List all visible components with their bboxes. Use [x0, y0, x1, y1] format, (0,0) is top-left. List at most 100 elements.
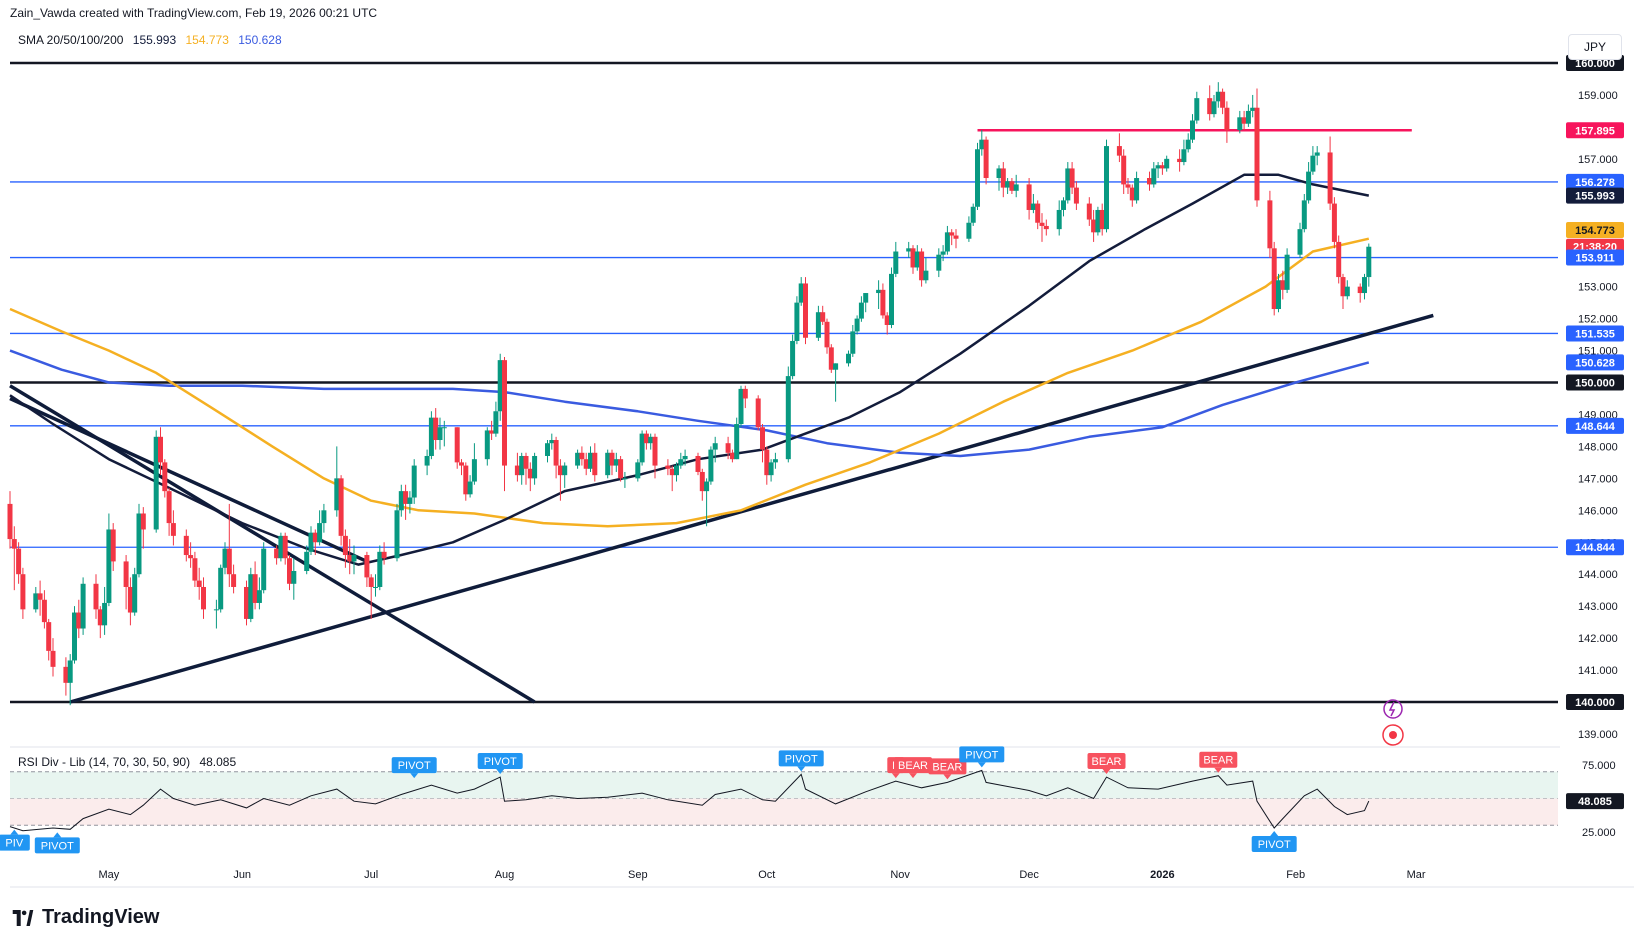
- candle-body: [351, 555, 357, 562]
- candle-body: [1151, 168, 1157, 185]
- candle-body: [803, 283, 808, 338]
- candle-body: [970, 206, 976, 223]
- candle-body: [33, 593, 39, 610]
- candle-155: [940, 245, 946, 262]
- candle-body: [274, 548, 280, 559]
- candle-body: [454, 427, 460, 463]
- candle-body: [1035, 203, 1041, 223]
- sma-legend[interactable]: SMA 20/50/100/200 155.993 154.773 150.62…: [18, 33, 282, 47]
- candle-59: [364, 551, 370, 587]
- candle-body: [1306, 171, 1312, 201]
- candle-9: [63, 657, 69, 696]
- price-tick-11: 143.000: [1578, 601, 1618, 613]
- candle-body: [944, 232, 950, 252]
- price-label-1: 157.895: [1566, 122, 1624, 139]
- candle-157: [949, 229, 955, 246]
- candle-82: [497, 353, 503, 421]
- candle-body: [1030, 203, 1036, 210]
- price-tick-12: 142.000: [1578, 633, 1618, 645]
- candle-body: [411, 465, 417, 498]
- candle-108: [652, 433, 658, 479]
- candle-184: [1116, 133, 1122, 163]
- live-icons[interactable]: [1382, 699, 1404, 746]
- candle-body: [712, 443, 718, 450]
- candle-body: [1245, 110, 1251, 124]
- candle-body: [7, 503, 13, 540]
- price-label-3: 155.993: [1566, 187, 1624, 204]
- candle-123: [742, 385, 748, 409]
- candle-body: [287, 558, 292, 584]
- candle-102: [618, 455, 624, 482]
- trendline-2: [9, 396, 368, 564]
- candle-160: [970, 203, 976, 226]
- rsi-axis-labels: 75.000 25.000 48.085: [1566, 760, 1624, 839]
- candle-body: [669, 468, 675, 476]
- candle-194: [1177, 149, 1183, 172]
- sma-value-1: 155.993: [132, 33, 177, 47]
- candle-body: [1129, 187, 1135, 201]
- candle-body: [858, 302, 864, 319]
- candle-body: [338, 478, 344, 536]
- candle-body: [1241, 117, 1247, 124]
- candle-body: [1254, 107, 1260, 201]
- price-tick-1: 157.000: [1578, 154, 1618, 166]
- candle-body: [226, 548, 232, 575]
- candle-body: [562, 465, 568, 476]
- main-pane[interactable]: 159.000157.000153.000152.000151.000149.0…: [7, 25, 1625, 746]
- candle-136: [824, 318, 830, 354]
- candle-body: [1357, 286, 1363, 294]
- candle-115: [699, 468, 705, 501]
- candle-body: [678, 459, 684, 466]
- candle-body: [127, 586, 133, 613]
- currency-button[interactable]: JPY: [1568, 34, 1622, 60]
- alert-icon[interactable]: [1383, 699, 1403, 719]
- candle-body: [140, 513, 146, 530]
- candle-142: [858, 296, 864, 322]
- candle-body: [785, 376, 791, 460]
- price-tick-14: 139.000: [1578, 729, 1618, 741]
- candle-119: [725, 436, 731, 460]
- time-axis[interactable]: May Jun Jul Aug Sep Oct Nov Dec 2026 Feb Mar: [99, 869, 1426, 881]
- candle-124: [755, 395, 761, 431]
- rsi-legend[interactable]: RSI Div - Lib (14, 70, 30, 50, 90) 48.08…: [18, 755, 236, 769]
- candle-body: [704, 481, 710, 492]
- tradingview-logo[interactable]: TradingView: [10, 906, 159, 929]
- candle-19: [123, 555, 129, 610]
- candle-206: [1245, 104, 1251, 127]
- candle-104: [635, 459, 641, 482]
- candle-152: [919, 248, 925, 287]
- rsi-signal-pointer: [891, 773, 900, 779]
- rsi-pane[interactable]: PIVPIVOTPIVOTPIVOTPIVOTBBEARBEARPIVOTBEA…: [0, 746, 1624, 854]
- price-label-6: 153.911: [1566, 249, 1624, 266]
- candle-53: [321, 503, 327, 533]
- candle-body: [1159, 165, 1165, 169]
- candle-body: [863, 293, 869, 303]
- candle-body: [428, 417, 434, 456]
- candle-163: [983, 136, 989, 185]
- candle-106: [643, 430, 649, 450]
- candle-body: [738, 388, 744, 425]
- candle-96: [583, 452, 589, 476]
- candle-body: [1220, 91, 1226, 108]
- candle-21: [132, 567, 138, 616]
- candle-body: [334, 478, 340, 511]
- candle-200: [1211, 94, 1217, 118]
- candle-191: [1155, 162, 1161, 179]
- candle-body: [549, 440, 555, 444]
- candle-body: [768, 462, 774, 476]
- candle-body: [136, 513, 142, 575]
- candle-body: [76, 612, 82, 629]
- candle-body: [437, 427, 443, 441]
- candle-182: [1099, 203, 1105, 236]
- candle-156: [944, 225, 950, 255]
- candle-42: [256, 577, 262, 610]
- candle-23: [140, 507, 146, 549]
- candle-103: [622, 471, 628, 488]
- horizontal-levels: [10, 61, 1558, 704]
- candle-92: [557, 459, 563, 501]
- candle-body: [1267, 200, 1273, 249]
- replay-icon[interactable]: [1382, 724, 1404, 746]
- candle-body: [1121, 155, 1127, 185]
- candle-169: [1026, 178, 1032, 220]
